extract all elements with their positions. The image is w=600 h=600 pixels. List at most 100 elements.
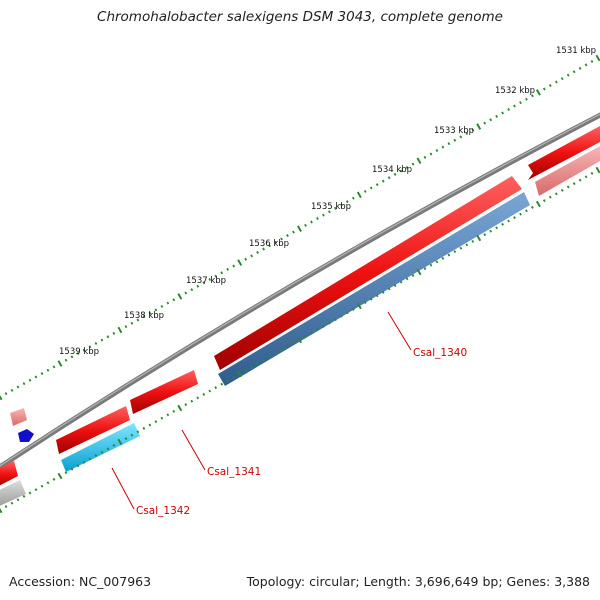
inner-ring-tick	[363, 301, 367, 305]
outer-ring-tick	[10, 388, 14, 392]
gene-csal-1342-forward[interactable]	[56, 406, 130, 454]
gene-reverse-gray[interactable]	[0, 480, 26, 508]
gene-reverse-pink[interactable]	[535, 146, 600, 196]
kbp-label-1537: 1537 kbp	[186, 276, 226, 286]
inner-ring-tick	[441, 256, 445, 260]
outer-ring-tick	[560, 77, 564, 81]
outer-ring-tick	[328, 210, 331, 214]
outer-ring-tick	[297, 225, 302, 233]
inner-ring-tick	[340, 314, 343, 318]
inner-ring-tick	[435, 260, 439, 264]
inner-ring-tick	[106, 447, 110, 451]
inner-ring-tick	[501, 222, 504, 226]
gene-label-csal-1342[interactable]: Csal_1342	[136, 505, 190, 517]
outer-ring-tick	[471, 128, 475, 132]
outer-ring-tick	[4, 392, 8, 396]
inner-ring-tick	[560, 188, 564, 192]
outer-ring-tick	[232, 264, 236, 268]
inner-ring-tick	[405, 277, 409, 281]
inner-ring-tick	[148, 423, 152, 427]
inner-ring-tick	[507, 219, 510, 223]
kbp-label-1533: 1533 kbp	[434, 126, 474, 136]
outer-ring-tick	[548, 83, 552, 87]
inner-ring-tick	[274, 352, 277, 356]
outer-ring-tick	[316, 217, 319, 221]
outer-ring-tick	[184, 291, 188, 295]
inner-ring-tick	[531, 205, 534, 209]
inner-ring-tick	[399, 280, 403, 284]
inner-ring-tick	[172, 409, 176, 413]
outer-ring-tick	[578, 66, 582, 70]
outer-ring-tick	[117, 326, 123, 334]
leader-line-csal-1341	[181, 429, 206, 471]
outer-ring-tick	[489, 118, 493, 122]
inner-ring-tick	[237, 370, 243, 378]
outer-ring-tick	[124, 325, 128, 329]
inner-ring-tick	[584, 175, 588, 179]
outer-ring-tick	[16, 385, 20, 389]
inner-ring-tick	[542, 199, 546, 203]
gene-csal-1341-forward[interactable]	[130, 370, 198, 414]
gene-label-csal-1341[interactable]: Csal_1341	[207, 466, 261, 478]
outer-ring-tick	[416, 157, 422, 165]
inner-ring-tick	[214, 386, 218, 390]
outer-ring-tick	[405, 166, 409, 170]
gene-label-csal-1340[interactable]: Csal_1340	[413, 347, 467, 359]
gene-csal-1340-reverse[interactable]	[218, 192, 530, 386]
outer-ring-tick	[483, 121, 487, 125]
inner-ring-tick	[535, 200, 541, 208]
outer-ring-tick	[375, 183, 379, 187]
inner-ring-tick	[554, 192, 558, 196]
outer-ring-tick	[100, 338, 104, 342]
outer-ring-tick	[286, 234, 289, 238]
outer-ring-tick	[256, 250, 259, 254]
gene-forward-edge[interactable]	[0, 461, 18, 488]
inner-ring-tick	[226, 379, 230, 383]
inner-ring-tick	[471, 239, 475, 243]
inner-ring-tick	[423, 267, 427, 271]
inner-ring-tick	[166, 413, 170, 417]
marker-blue	[18, 429, 34, 442]
page-title: Chromohalobacter salexigens DSM 3043, co…	[97, 9, 503, 25]
outer-ring-tick	[495, 114, 498, 118]
kbp-labels: 1531 kbp 1532 kbp 1533 kbp 1534 kbp 1535…	[59, 46, 596, 357]
outer-ring-tick	[595, 54, 600, 62]
outer-ring-tick	[142, 315, 146, 319]
inner-ring-tick	[112, 443, 116, 447]
outer-ring-tick	[214, 274, 218, 278]
inner-ring-tick	[250, 365, 253, 369]
outer-ring-tick	[172, 298, 176, 302]
outer-ring-tick	[160, 304, 164, 308]
kbp-label-1535: 1535 kbp	[311, 202, 351, 212]
inner-ring-tick	[590, 171, 594, 175]
inner-ring-tick	[256, 362, 259, 366]
outer-ring-tick	[244, 257, 248, 261]
outer-ring-tick	[292, 230, 295, 234]
outer-ring-tick	[46, 368, 50, 372]
inner-ring-tick	[190, 399, 194, 403]
outer-ring-tick	[94, 341, 98, 345]
inner-ring-tick	[429, 263, 433, 267]
inner-ring-tick	[459, 246, 463, 250]
inner-ring-tick	[310, 331, 313, 335]
outer-ring-tick	[166, 301, 170, 305]
outer-ring-tick	[590, 59, 594, 63]
inner-ring-tick	[57, 472, 63, 480]
outer-ring-tick	[304, 223, 307, 227]
outer-ring-tick	[202, 281, 206, 285]
inner-ring-tick	[453, 250, 457, 254]
inner-ring-tick	[82, 460, 86, 464]
inner-ring-tick	[88, 457, 92, 461]
inner-ring-tick	[16, 498, 20, 502]
marker-pink	[10, 408, 27, 426]
outer-ring-tick	[393, 172, 397, 176]
kbp-label-1539: 1539 kbp	[59, 347, 99, 357]
gene-csal-1342-reverse[interactable]	[61, 423, 140, 472]
gene-forward-1[interactable]	[528, 126, 600, 180]
outer-ring-tick	[399, 169, 403, 173]
outer-ring-tick	[387, 176, 391, 180]
outer-ring-tick	[572, 70, 576, 74]
outer-ring-tick	[381, 179, 385, 183]
inner-ring-tick	[4, 505, 8, 509]
gene-csal-1340-forward[interactable]	[214, 176, 522, 370]
